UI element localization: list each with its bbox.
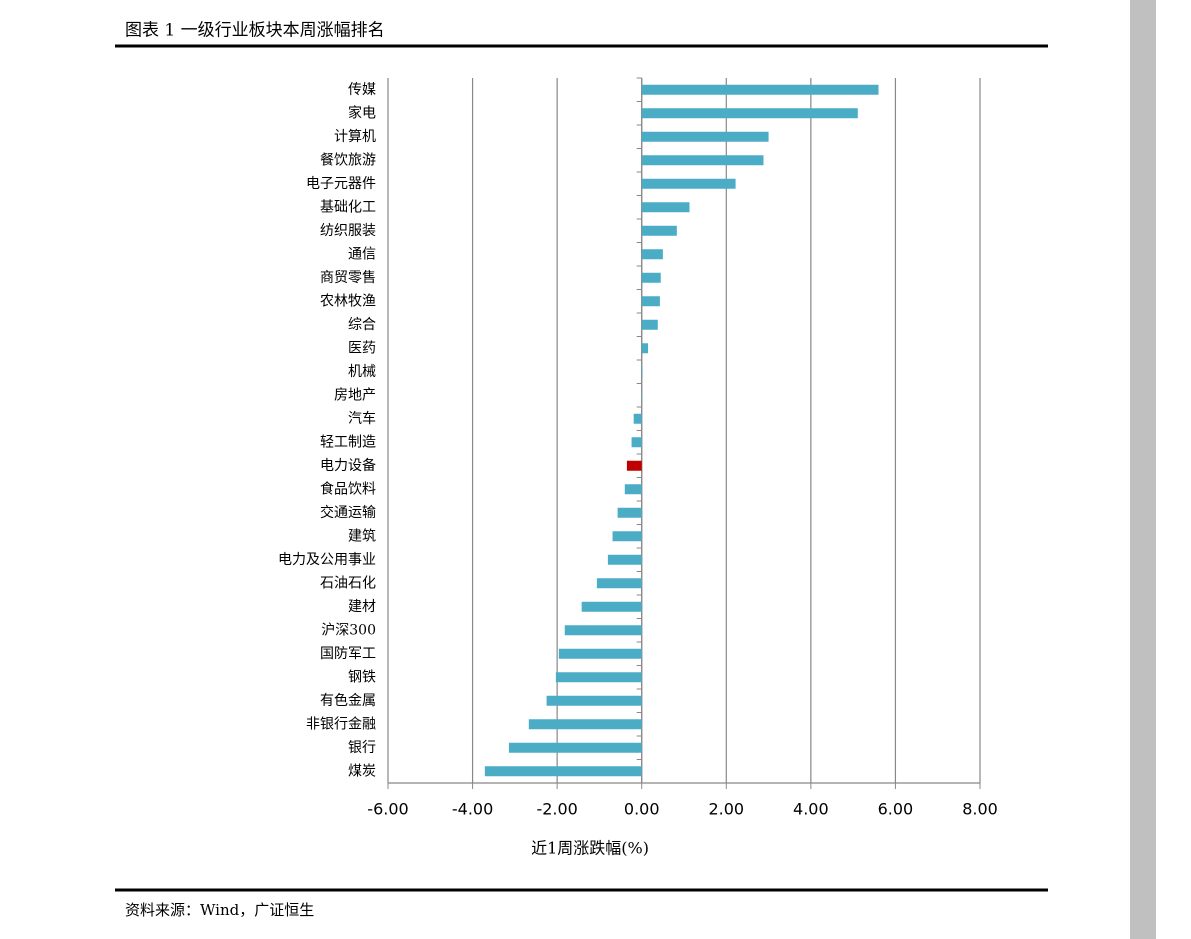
bar	[641, 249, 663, 260]
x-tick-label: 2.00	[708, 800, 744, 819]
bar	[641, 202, 690, 213]
x-tick-label: -6.00	[367, 800, 408, 819]
category-label: 电力及公用事业	[278, 552, 376, 568]
category-label: 建筑	[348, 528, 376, 544]
bar	[508, 742, 642, 753]
bar	[558, 648, 642, 659]
x-tick-label: -4.00	[452, 800, 493, 819]
bar	[641, 84, 879, 95]
figure-title: 图表 1 一级行业板块本周涨幅排名	[125, 21, 385, 41]
category-label: 银行	[348, 740, 376, 756]
bar	[617, 507, 642, 518]
bar	[641, 272, 661, 283]
category-label: 轻工制造	[320, 434, 376, 450]
bar	[641, 178, 736, 189]
bar	[641, 296, 660, 307]
x-tick-label: 8.00	[962, 800, 998, 819]
category-label: 交通运输	[320, 504, 376, 521]
category-label: 非银行金融	[306, 716, 376, 732]
category-label: 家电	[348, 104, 376, 121]
category-label: 房地产	[334, 387, 376, 403]
bar	[546, 695, 642, 706]
bar	[641, 131, 769, 142]
category-label: 商贸零售	[320, 270, 376, 286]
x-axis-label: 近1周涨跌幅(%)	[531, 839, 649, 858]
bar	[641, 225, 677, 236]
bar	[641, 343, 649, 354]
bar	[581, 601, 642, 612]
bar	[564, 625, 642, 636]
bar	[641, 366, 643, 377]
category-label: 医药	[348, 340, 376, 356]
bar	[612, 531, 642, 542]
category-label: 电子元器件	[306, 176, 376, 192]
bar	[607, 554, 642, 565]
category-label: 建材	[348, 599, 376, 615]
category-label: 纺织服装	[320, 223, 376, 239]
category-label: 食品饮料	[320, 480, 376, 497]
bar	[641, 319, 658, 330]
category-label: 计算机	[334, 129, 376, 145]
category-label: 农林牧渔	[320, 293, 376, 309]
x-tick-label: 0.00	[624, 800, 660, 819]
bar	[596, 578, 642, 589]
bar	[633, 413, 642, 424]
category-label: 钢铁	[348, 669, 376, 685]
x-tick-label: 6.00	[878, 800, 914, 819]
category-label: 汽车	[348, 410, 376, 427]
category-label: 综合	[348, 317, 376, 333]
category-label: 传媒	[348, 82, 376, 98]
bar	[641, 155, 764, 166]
category-label: 国防军工	[320, 646, 376, 662]
x-tick-label: 4.00	[793, 800, 829, 819]
bar	[555, 672, 642, 683]
category-label: 电力设备	[320, 457, 376, 474]
bar	[641, 108, 858, 119]
bar	[528, 719, 642, 730]
category-label: 机械	[348, 364, 376, 380]
x-tick-label: -2.00	[536, 800, 577, 819]
bar	[484, 766, 642, 777]
category-label: 有色金属	[320, 692, 376, 709]
source-note: 资料来源：Wind，广证恒生	[125, 901, 314, 919]
category-label: 餐饮旅游	[320, 152, 376, 168]
category-label: 煤炭	[348, 763, 376, 779]
bar	[626, 460, 642, 471]
category-label: 通信	[348, 246, 376, 262]
bar	[624, 484, 642, 495]
category-label: 沪深300	[321, 622, 376, 638]
category-label: 石油石化	[320, 575, 376, 591]
scrollbar	[1130, 0, 1156, 939]
bar	[631, 437, 642, 448]
category-label: 基础化工	[320, 198, 376, 215]
